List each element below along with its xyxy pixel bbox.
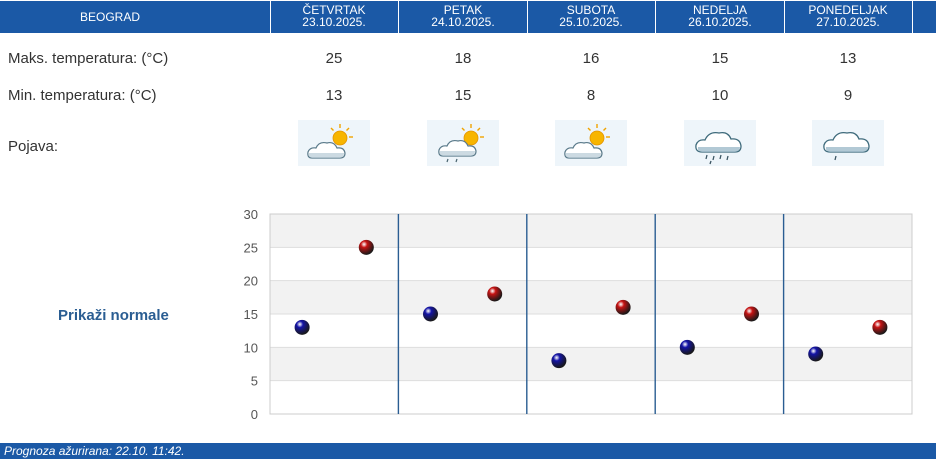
y-tick-label: 15: [244, 307, 258, 322]
plot-border: [269, 213, 913, 415]
max-temp-point[interactable]: [487, 286, 503, 302]
footer-bar: Prognoza ažurirana: 22.10. 11:42.: [0, 443, 936, 459]
y-tick-label: 30: [244, 207, 258, 222]
y-tick-label: 25: [244, 240, 258, 255]
max-temp-label: Maks. temperatura: (°C): [8, 50, 169, 67]
header-divider: [784, 1, 785, 33]
min-temp-value: 13: [325, 87, 343, 104]
forecast-header: BEOGRAD ČETVRTAK 23.10.2025. PETAK 24.10…: [0, 1, 936, 33]
max-temp-value: 15: [711, 50, 729, 67]
partly-cloudy-sun-light-rain-icon: [427, 120, 499, 166]
day-name: PETAK: [443, 3, 483, 17]
grid-band: [270, 347, 912, 381]
phenomenon-label: Pojava:: [8, 138, 59, 155]
max-temp-point[interactable]: [744, 306, 759, 322]
day-date: 23.10.2025.: [302, 15, 366, 29]
y-tick-label: 10: [244, 340, 258, 355]
max-temp-value: 25: [325, 50, 343, 67]
min-temp-value: 8: [586, 87, 596, 104]
header-divider: [527, 1, 528, 33]
grid-band: [270, 314, 912, 348]
max-temp-point[interactable]: [615, 299, 631, 315]
max-temp-value: 13: [839, 50, 857, 67]
grid-band: [270, 380, 912, 414]
partly-cloudy-sun-icon: [555, 120, 627, 166]
day-name: PONEDELJAK: [808, 3, 888, 17]
header-divider: [912, 1, 913, 33]
cloud-light-rain-icon: [812, 120, 884, 166]
day-header-2: PETAK 24.10.2025.: [399, 1, 527, 33]
y-tick-label: 20: [244, 274, 258, 289]
grid-band: [270, 214, 912, 248]
max-temp-point[interactable]: [872, 319, 888, 335]
header-divider: [655, 1, 656, 33]
min-temp-value: 9: [843, 87, 853, 104]
min-temp-point[interactable]: [808, 346, 824, 362]
header-divider: [270, 1, 271, 33]
forecast-updated-text: Prognoza ažurirana: 22.10. 11:42.: [4, 444, 185, 458]
min-temp-label: Min. temperatura: (°C): [8, 87, 157, 104]
min-temp-point[interactable]: [423, 306, 438, 322]
y-tick-label: 5: [251, 374, 258, 389]
day-header-3: SUBOTA 25.10.2025.: [527, 1, 655, 33]
day-header-5: PONEDELJAK 27.10.2025.: [784, 1, 912, 33]
show-normals-link[interactable]: Prikaži normale: [58, 307, 169, 324]
min-temp-point[interactable]: [679, 339, 695, 355]
day-header-1: ČETVRTAK 23.10.2025.: [270, 1, 398, 33]
y-tick-label: 0: [251, 407, 258, 422]
day-date: 24.10.2025.: [431, 15, 495, 29]
header-divider: [398, 1, 399, 33]
grid-band: [270, 247, 912, 281]
partly-cloudy-sun-icon: [298, 120, 370, 166]
min-temp-value: 10: [711, 87, 729, 104]
min-temp-value: 15: [454, 87, 472, 104]
min-temp-point[interactable]: [294, 319, 310, 335]
city-name: BEOGRAD: [79, 10, 140, 24]
day-date: 26.10.2025.: [688, 15, 752, 29]
max-temp-point[interactable]: [358, 239, 374, 255]
max-temp-value: 16: [582, 50, 600, 67]
day-header-4: NEDELJA 26.10.2025.: [656, 1, 784, 33]
cloud-rain-icon: [684, 120, 756, 166]
grid-band: [270, 280, 912, 314]
day-name: NEDELJA: [692, 3, 748, 17]
day-name: ČETVRTAK: [302, 3, 366, 17]
day-date: 27.10.2025.: [816, 15, 880, 29]
min-temp-point[interactable]: [551, 353, 567, 369]
day-date: 25.10.2025.: [559, 15, 623, 29]
day-name: SUBOTA: [566, 3, 616, 17]
max-temp-value: 18: [454, 50, 472, 67]
